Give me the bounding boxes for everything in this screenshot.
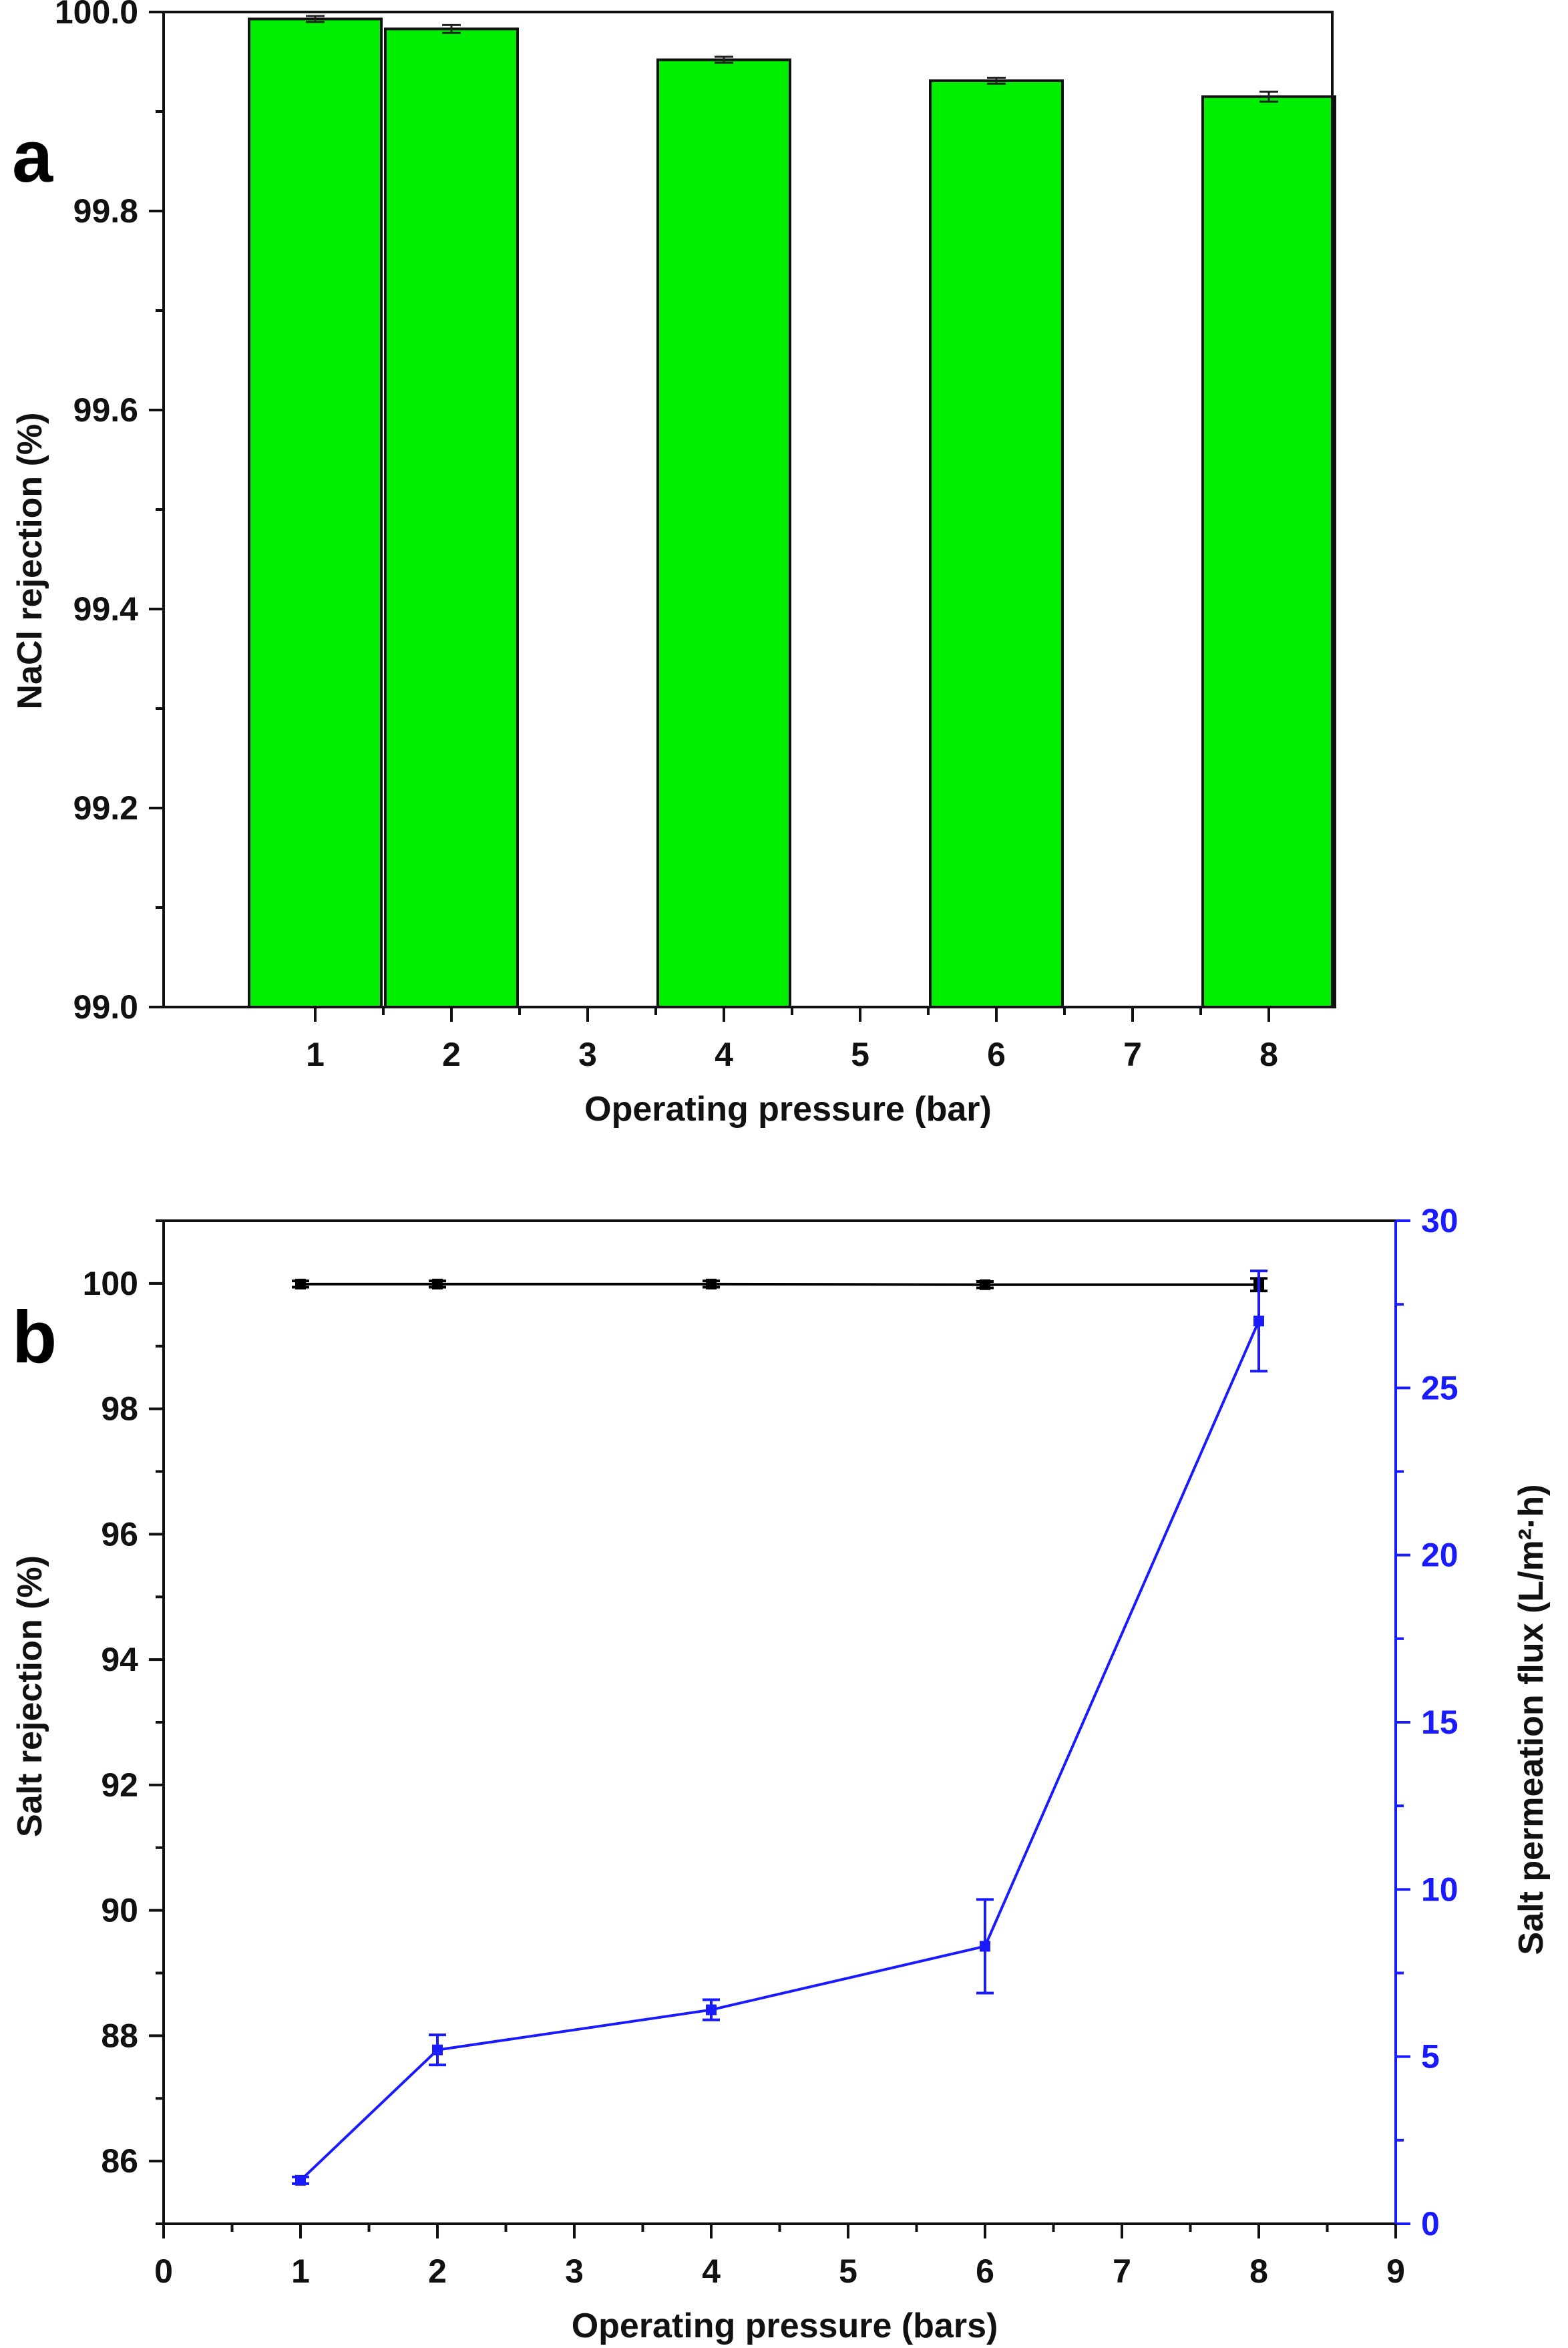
chart-b-x-tick-labels: 0 1 2 3 4 5 6 7 8 9 xyxy=(154,2253,1405,2290)
chart-b-series-salt-rejection xyxy=(292,1277,1267,1293)
right-y-tick-label: 5 xyxy=(1421,2038,1440,2076)
x-tick-label: 7 xyxy=(1113,2253,1131,2290)
chart-b-x-axis-title: Operating pressure (bars) xyxy=(572,2307,998,2345)
x-tick-label: 6 xyxy=(976,2253,994,2290)
chart-a-axes xyxy=(149,11,1334,1022)
x-tick-label: 4 xyxy=(702,2253,721,2290)
bar-pressure-2 xyxy=(384,27,519,1009)
error-bar-pressure-2 xyxy=(442,23,461,34)
left-y-tick-label: 88 xyxy=(101,2017,138,2054)
y-tick-label: 100.0 xyxy=(55,0,138,31)
chart-a-x-axis-title: Operating pressure (bar) xyxy=(584,1090,992,1129)
chart-a: a 99.0 99.2 99.4 99.6 99.8 100.0 1 2 3 4 5 6 7 8 Ope… xyxy=(11,0,1336,1129)
bar-pressure-8 xyxy=(1201,95,1336,1008)
bar-pressure-4 xyxy=(656,58,791,1008)
chart-b-right-y-tick-labels: 0 5 10 15 20 25 30 xyxy=(1421,1202,1458,2242)
chart-b-left-y-tick-labels: 86 88 90 92 94 96 98 100 xyxy=(83,1265,139,2180)
x-tick-label: 4 xyxy=(715,1036,733,1073)
left-y-tick-label: 86 xyxy=(101,2142,138,2180)
y-tick-label: 99.0 xyxy=(73,988,138,1026)
bar-pressure-6 xyxy=(929,79,1064,1008)
series-line xyxy=(301,1282,1259,1286)
left-y-tick-label: 98 xyxy=(101,1390,138,1428)
x-tick-label: 3 xyxy=(565,2253,584,2290)
chart-a-y-axis-title: NaCl rejection (%) xyxy=(11,413,49,710)
x-tick-label: 1 xyxy=(306,1036,325,1073)
bar-pressure-1 xyxy=(248,17,383,1008)
chart-b-series-salt-permeation-flux xyxy=(292,1269,1267,2186)
chart-a-bars xyxy=(248,15,1336,1009)
x-tick-label: 9 xyxy=(1386,2253,1405,2290)
chart-b-right-y-axis-title: Salt permeation flux (L/m²·h) xyxy=(1512,1485,1551,1955)
x-tick-label: 5 xyxy=(851,1036,869,1073)
marker-x-1 xyxy=(295,1278,306,1290)
x-tick-label: 3 xyxy=(578,1036,597,1073)
error-bar-pressure-1 xyxy=(306,15,325,23)
marker-x-6 xyxy=(980,1941,990,1952)
marker-x-1 xyxy=(295,2174,306,2186)
y-tick-label: 99.8 xyxy=(73,192,138,230)
x-tick-label: 1 xyxy=(291,2253,310,2290)
right-y-tick-label: 10 xyxy=(1421,1871,1458,1908)
y-tick-label: 99.4 xyxy=(73,590,139,628)
error-bar-pressure-6 xyxy=(987,76,1006,85)
right-y-tick-label: 20 xyxy=(1421,1537,1458,1574)
marker-x-8 xyxy=(1253,1316,1264,1327)
marker-x-2 xyxy=(432,1278,443,1290)
x-tick-label: 2 xyxy=(428,2253,447,2290)
left-y-tick-label: 92 xyxy=(101,1766,138,1804)
x-tick-label: 2 xyxy=(442,1036,461,1073)
left-y-tick-label: 94 xyxy=(101,1641,138,1678)
marker-x-4 xyxy=(706,1278,717,1290)
left-y-tick-label: 90 xyxy=(101,1892,138,1929)
y-tick-label: 99.2 xyxy=(73,789,138,827)
x-tick-label: 6 xyxy=(987,1036,1006,1073)
marker-x-4 xyxy=(706,2004,717,2015)
series-line xyxy=(299,1320,1260,2182)
error-bar-pressure-8 xyxy=(1259,90,1278,103)
chart-b-left-y-axis-title: Salt rejection (%) xyxy=(11,1555,49,1837)
right-y-tick-label: 0 xyxy=(1421,2205,1440,2242)
right-y-tick-label: 15 xyxy=(1421,1704,1458,1741)
marker-x-2 xyxy=(432,2044,443,2056)
left-y-tick-label: 96 xyxy=(101,1515,138,1553)
chart-a-y-tick-labels: 99.0 99.2 99.4 99.6 99.8 100.0 xyxy=(55,0,138,1026)
y-tick-label: 99.6 xyxy=(73,391,138,429)
right-y-tick-label: 30 xyxy=(1421,1202,1458,1239)
x-tick-label: 8 xyxy=(1249,2253,1268,2290)
x-tick-label: 7 xyxy=(1123,1036,1142,1073)
chart-b-axes xyxy=(149,1219,1410,2238)
error-bar-pressure-4 xyxy=(715,55,733,64)
left-y-tick-label: 100 xyxy=(83,1265,138,1302)
x-tick-label: 8 xyxy=(1259,1036,1278,1073)
panel-b-label: b xyxy=(12,1296,57,1378)
marker-x-6 xyxy=(980,1279,990,1290)
x-tick-label: 5 xyxy=(839,2253,857,2290)
chart-a-x-tick-labels: 1 2 3 4 5 6 7 8 xyxy=(306,1036,1278,1073)
right-y-tick-label: 25 xyxy=(1421,1369,1458,1406)
x-tick-label: 0 xyxy=(154,2253,173,2290)
panel-a-label: a xyxy=(12,116,53,198)
